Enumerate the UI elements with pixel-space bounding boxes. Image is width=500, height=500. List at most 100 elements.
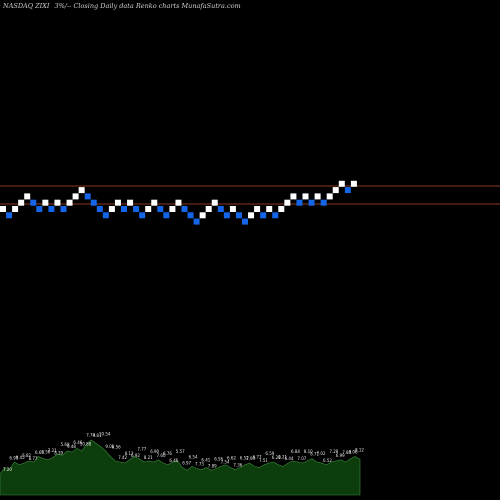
renko-brick [278, 206, 285, 212]
volume-label: 7.74 [86, 432, 95, 437]
renko-brick [157, 206, 164, 212]
volume-label: 8.21 [144, 455, 153, 460]
volume-label: 6.84 [291, 449, 300, 454]
volume-label: 6.28 [272, 455, 281, 460]
renko-brick [169, 206, 176, 212]
volume-label: 6.54 [189, 454, 198, 459]
renko-brick [254, 206, 261, 212]
renko-brick [248, 212, 255, 219]
volume-label: 7.28 [329, 449, 338, 454]
renko-brick [290, 193, 297, 200]
renko-brick [326, 193, 333, 200]
renko-brick [217, 206, 224, 212]
volume-label: 6.56 [112, 445, 121, 450]
volume-label: 6.71 [310, 452, 319, 457]
volume-label: 6.56 [214, 457, 223, 462]
renko-brick [296, 199, 303, 206]
volume-label: 7.54 [221, 459, 230, 464]
renko-brick [175, 199, 182, 206]
volume-label: 9.45 [16, 455, 25, 460]
renko-brick [18, 199, 25, 206]
volume-label: 7.84 [342, 450, 351, 455]
renko-brick [60, 206, 67, 212]
renko-brick [12, 206, 19, 212]
renko-brick [54, 199, 61, 206]
chart-symbol: NASDAQ ZIXI [2, 2, 50, 10]
renko-brick [302, 193, 309, 200]
renko-brick [181, 206, 188, 212]
volume-label: 9.48 [67, 444, 76, 449]
volume-label: 7.60 [157, 453, 166, 458]
renko-brick [108, 206, 115, 212]
renko-brick [84, 193, 91, 200]
volume-label: 8.39 [54, 451, 63, 456]
volume-area: 7.20 6.919.455.828.776.649.507.218.39 5.68… [0, 431, 364, 496]
volume-label: 9.50 [41, 450, 50, 455]
volume-label: 10.88 [80, 441, 92, 446]
volume-label: 6.92 [131, 453, 140, 458]
renko-brick [308, 199, 315, 206]
renko-brick [121, 206, 127, 212]
renko-brick [36, 206, 43, 212]
volume-label: 5.82 [22, 453, 31, 458]
renko-brick [30, 199, 37, 206]
volume-label: 7.89 [208, 463, 217, 468]
renko-brick [260, 212, 267, 219]
volume-label: 7.42 [118, 455, 127, 460]
renko-brick [48, 206, 55, 212]
volume-label: 7.36 [233, 463, 242, 468]
volume-label: 8.12 [125, 451, 134, 456]
renko-brick [151, 199, 158, 206]
chart-title: NASDAQ ZIXI 3%/-- Closing Daily data Ren… [2, 2, 241, 10]
renko-brick [338, 180, 345, 187]
renko-brick [90, 199, 97, 206]
volume-label: 8.77 [29, 456, 38, 461]
volume-label: 8.10 [304, 449, 313, 454]
renko-brick [24, 193, 31, 200]
renko-brick [272, 212, 279, 219]
renko-brick [96, 206, 103, 212]
chart-detail: 3%/-- Closing Daily data Renko charts Mu… [55, 2, 241, 10]
volume-label: 6.21 [278, 454, 287, 459]
renko-brick [102, 212, 109, 219]
volume-label: 9.81 [93, 433, 102, 438]
volume-label: 7.20 [3, 467, 12, 472]
volume-label: 6.90 [150, 449, 159, 454]
renko-brick [266, 206, 273, 212]
renko-brick [72, 193, 79, 200]
renko-brick [66, 199, 73, 206]
volume-label: 7.21 [48, 448, 57, 453]
renko-brick [235, 212, 242, 219]
volume-label: 7.51 [259, 458, 268, 463]
renko-brick [314, 193, 321, 200]
volume-label: 7.94 [246, 456, 255, 461]
renko-brick [205, 206, 212, 212]
renko-brick [229, 206, 236, 212]
renko-brick [163, 212, 170, 219]
renko-brick [0, 206, 6, 212]
renko-brick [223, 212, 230, 219]
renko-brick [127, 199, 134, 206]
volume-label: 6.46 [73, 440, 82, 445]
volume-label: 6.59 [265, 451, 274, 456]
renko-brick [320, 199, 327, 206]
volume-label: 6.99 [336, 453, 345, 458]
renko-brick [78, 187, 85, 194]
renko-brick [199, 212, 206, 219]
volume-label: 6.77 [253, 454, 262, 459]
volume-label: 6.44 [285, 456, 294, 461]
renko-brick [242, 218, 248, 225]
renko-brick [193, 218, 200, 225]
volume-label: 6.97 [182, 461, 191, 466]
volume-label: 7.77 [137, 447, 146, 452]
renko-brick [139, 212, 146, 219]
volume-label: 9.01 [105, 444, 114, 449]
volume-label: 6.62 [227, 456, 236, 461]
volume-label: 5.57 [176, 449, 185, 454]
volume-label: 7.02 [317, 451, 326, 456]
renko-brick [344, 187, 351, 194]
volume-label: 10.54 [99, 431, 111, 436]
renko-brick [114, 199, 121, 206]
